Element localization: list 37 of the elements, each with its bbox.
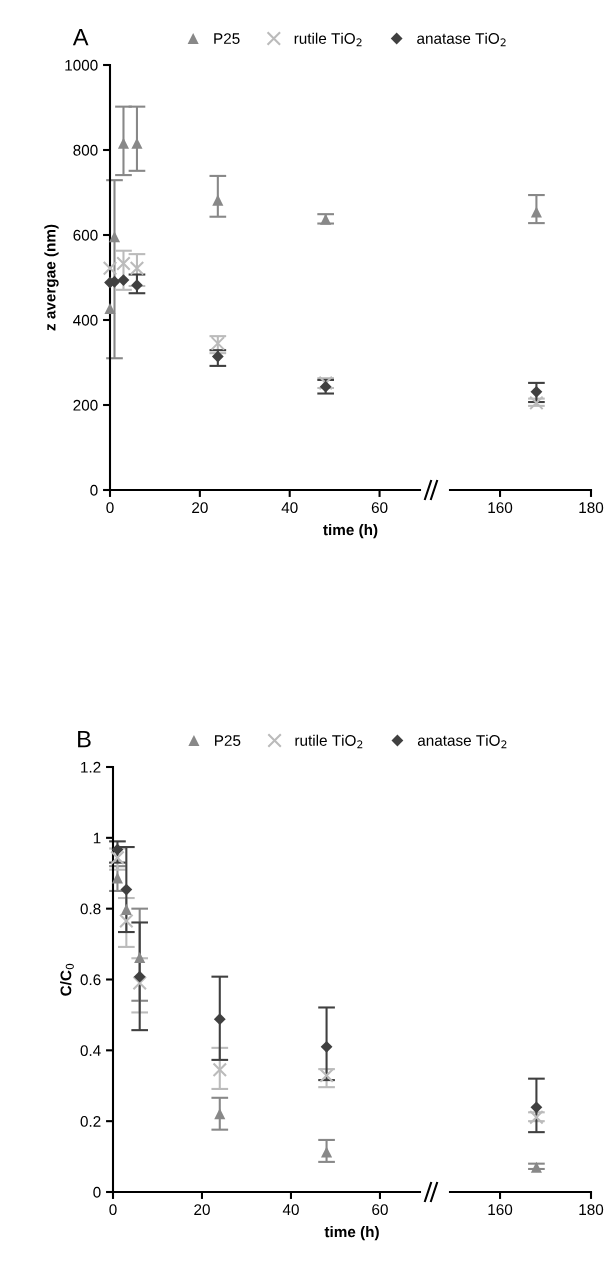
y-tick-label: 0	[90, 484, 98, 496]
x-axis-title: time (h)	[323, 524, 378, 539]
legend-label: rutile TiO$_{2}$	[294, 32, 362, 47]
x-tick-label: 60	[372, 1204, 388, 1216]
y-tick-label: 1.2	[81, 761, 101, 773]
y-tick-label: 600	[73, 229, 98, 241]
y-tick-label: 1000	[65, 59, 98, 71]
x-tick-label: 180	[579, 1204, 604, 1216]
x-tick-label: 40	[281, 502, 298, 514]
x-tick-label: 40	[282, 1204, 299, 1216]
legend-label: anatase TiO$_{2}$	[417, 32, 506, 47]
legend-label: anatase TiO$_{2}$	[417, 734, 507, 749]
x-tick-label: 0	[106, 502, 114, 514]
x-tick-label: 160	[488, 1204, 513, 1216]
legend-label: P25	[214, 33, 240, 44]
y-axis-title: C/C$_{0}$	[60, 963, 74, 996]
y-tick-label: 0	[93, 1186, 101, 1198]
x-tick-label: 160	[488, 502, 513, 514]
y-tick-label: 0.4	[80, 1045, 101, 1057]
legend-label: P25	[215, 735, 241, 746]
y-tick-label: 400	[73, 314, 98, 326]
legend-label: rutile TiO$_{2}$	[295, 734, 363, 749]
y-tick-label: 0.2	[80, 1116, 101, 1127]
chart-title: A	[72, 28, 89, 46]
y-tick-label: 1	[93, 832, 101, 844]
y-tick-label: 0.6	[80, 974, 101, 986]
x-axis-title: time (h)	[324, 1226, 379, 1241]
x-tick-label: 0	[109, 1204, 117, 1216]
y-tick-label: 200	[73, 399, 98, 411]
x-tick-label: 60	[371, 502, 388, 514]
chart-title: B	[78, 730, 91, 748]
y-axis-title: z avergae (nm)	[44, 224, 59, 331]
x-tick-label: 20	[192, 502, 208, 514]
y-tick-label: 0.8	[80, 903, 101, 915]
x-tick-label: 180	[579, 502, 604, 514]
y-tick-label: 800	[73, 144, 98, 156]
x-tick-label: 20	[194, 1204, 210, 1216]
